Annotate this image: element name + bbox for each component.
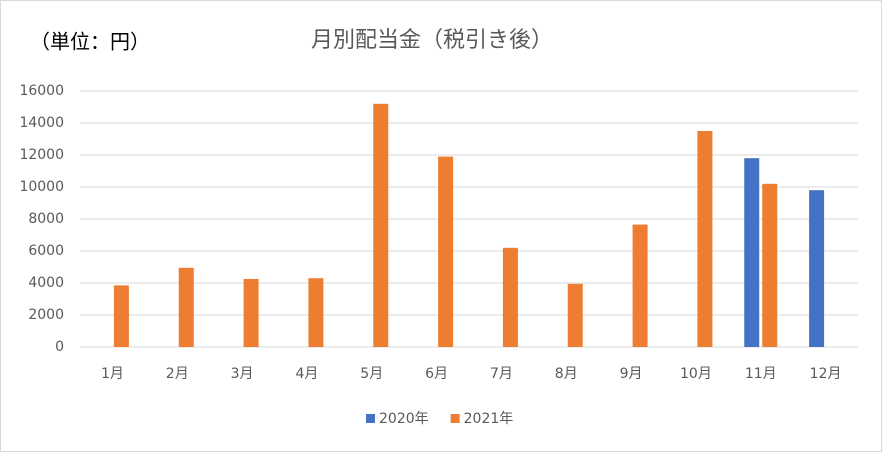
- legend-swatch: [366, 414, 375, 423]
- x-tick-label: 6月: [425, 366, 448, 382]
- x-tick-label: 8月: [555, 366, 578, 382]
- x-tick-label: 4月: [295, 366, 318, 382]
- y-tick-label: 2000: [28, 307, 64, 323]
- bar: [762, 183, 778, 347]
- bar: [243, 279, 259, 347]
- y-tick-label: 10000: [19, 179, 64, 195]
- bar: [809, 190, 825, 347]
- x-tick-label: 10月: [680, 366, 712, 382]
- bar: [567, 283, 583, 347]
- x-tick-label: 9月: [620, 366, 643, 382]
- x-tick-label: 12月: [810, 366, 842, 382]
- x-tick-label: 5月: [360, 366, 383, 382]
- y-tick-label: 16000: [19, 83, 64, 99]
- bar: [697, 131, 713, 347]
- legend-label: 2020年: [379, 411, 429, 427]
- y-tick-label: 0: [55, 339, 64, 355]
- x-tick-label: 2月: [166, 366, 189, 382]
- x-tick-label: 1月: [101, 366, 124, 382]
- unit-annotation: （単位：円）: [30, 30, 150, 54]
- y-tick-label: 14000: [19, 115, 64, 131]
- bar: [308, 278, 324, 347]
- bar: [178, 267, 194, 347]
- bar: [113, 285, 129, 347]
- x-tick-label: 11月: [745, 366, 777, 382]
- y-tick-label: 12000: [19, 147, 64, 163]
- y-tick-label: 4000: [28, 275, 64, 291]
- x-tick-label: 3月: [231, 366, 254, 382]
- bar: [632, 224, 648, 347]
- y-tick-label: 6000: [28, 243, 64, 259]
- bar: [373, 103, 389, 347]
- bar: [744, 158, 760, 347]
- legend-swatch: [450, 414, 460, 423]
- bar: [502, 247, 518, 347]
- y-tick-label: 8000: [28, 211, 64, 227]
- legend-label: 2021年: [464, 411, 514, 427]
- chart-title: 月別配当金（税引き後）: [311, 28, 553, 53]
- bar: [438, 156, 454, 347]
- x-tick-label: 7月: [490, 366, 513, 382]
